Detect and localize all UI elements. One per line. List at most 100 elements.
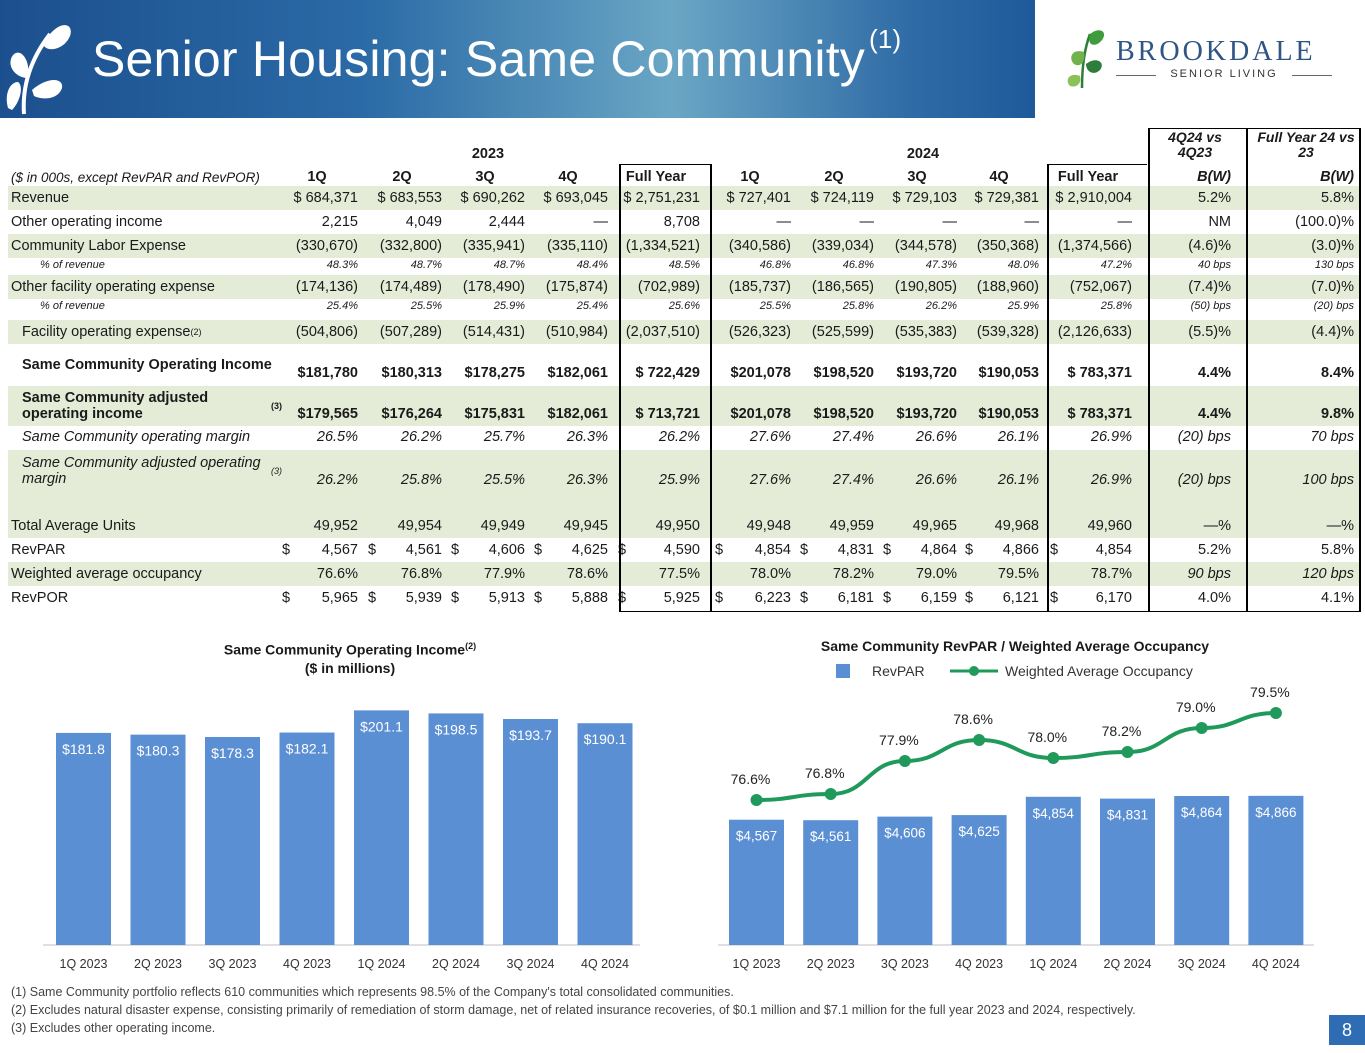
row-value: 26.5% bbox=[316, 429, 358, 445]
row-value: 77.9% bbox=[483, 566, 525, 582]
dollar-sign: $ bbox=[965, 590, 974, 606]
row-value: 4,606 bbox=[488, 542, 525, 558]
row-value: 25.5% bbox=[483, 472, 525, 488]
row-value: 26.2% bbox=[658, 429, 700, 445]
row-value: $198,520 bbox=[813, 406, 874, 422]
row-value: (535,383) bbox=[894, 324, 957, 340]
occupancy-point bbox=[824, 788, 837, 800]
row-value: (178,490) bbox=[462, 279, 525, 295]
row-value: 78.6% bbox=[566, 566, 608, 582]
row-value: 27.4% bbox=[832, 472, 874, 488]
column-header: B(W) bbox=[1320, 169, 1354, 185]
row-label: Same Community Operating Income bbox=[22, 345, 282, 385]
dollar-sign: $ bbox=[965, 542, 974, 558]
row-label-text: RevPAR bbox=[11, 542, 66, 558]
row-value: 47.2% bbox=[1100, 259, 1132, 271]
fy2024-top-line bbox=[1047, 164, 1147, 165]
occupancy-label: 79.5% bbox=[1250, 684, 1290, 700]
operating-income-bar-chart: $181.8 1Q 2023 $180.3 2Q 2023 $178.3 3Q 2023 $… bbox=[43, 710, 640, 971]
table-row: Other operating income 2,215 4,049 2,444 — 8,… bbox=[8, 210, 1361, 234]
row-value: (20) bps bbox=[1313, 300, 1354, 312]
row-value: 47.3% bbox=[925, 259, 957, 271]
row-value: 26.9% bbox=[1090, 429, 1132, 445]
table-row: Same Community adjusted operating margin… bbox=[8, 450, 1361, 492]
row-value: 49,954 bbox=[397, 518, 442, 534]
row-value: 49,965 bbox=[912, 518, 957, 534]
row-value: (7.4)% bbox=[1188, 279, 1231, 295]
cmp-header-year: Full Year 24 vs 23 bbox=[1257, 129, 1355, 160]
occupancy-label: 78.0% bbox=[1027, 729, 1067, 745]
dollar-sign: $ bbox=[451, 590, 460, 606]
bar bbox=[1025, 796, 1081, 945]
year-header-2023: 2023 bbox=[471, 146, 505, 162]
bar-value-label: $181.8 bbox=[62, 741, 105, 757]
row-value: 6,121 bbox=[1002, 590, 1039, 606]
occupancy-point bbox=[1269, 707, 1282, 719]
row-value: $193,720 bbox=[896, 406, 957, 422]
column-header: 3Q bbox=[907, 169, 927, 185]
row-label-text: Same Community adjusted operating margin bbox=[22, 455, 261, 487]
row-value: $190,053 bbox=[978, 406, 1039, 422]
row-value: (174,489) bbox=[379, 279, 442, 295]
row-value: NM bbox=[1208, 214, 1231, 230]
row-value: 120 bps bbox=[1302, 566, 1354, 582]
legend-revpar-swatch bbox=[836, 664, 850, 678]
row-value: $180,313 bbox=[381, 365, 442, 381]
occupancy-label: 76.6% bbox=[731, 771, 771, 787]
row-value: (332,800) bbox=[379, 238, 442, 254]
bar-value-label: $4,864 bbox=[1181, 805, 1223, 820]
row-value: (4.6)% bbox=[1188, 238, 1231, 254]
bar bbox=[503, 719, 558, 945]
occupancy-point bbox=[750, 794, 763, 806]
row-value: $179,565 bbox=[297, 406, 358, 422]
occupancy-label: 77.9% bbox=[879, 732, 919, 748]
row-value: 4,567 bbox=[321, 542, 358, 558]
row-value: 25.4% bbox=[576, 300, 608, 312]
row-value: 25.8% bbox=[400, 472, 442, 488]
x-tick-label: 1Q 2023 bbox=[60, 957, 108, 971]
column-header: B(W) bbox=[1197, 169, 1231, 185]
row-value: (5.5)% bbox=[1188, 324, 1231, 340]
row-value: 78.2% bbox=[832, 566, 874, 582]
row-value: (100.0)% bbox=[1295, 214, 1354, 230]
bar-value-label: $4,866 bbox=[1255, 805, 1296, 820]
row-value: (4.4)% bbox=[1311, 324, 1354, 340]
row-value: (510,984) bbox=[545, 324, 608, 340]
row-value: $176,264 bbox=[381, 406, 442, 422]
row-value: 5,965 bbox=[321, 590, 358, 606]
row-value: 49,948 bbox=[746, 518, 791, 534]
row-value: (1,374,566) bbox=[1057, 238, 1132, 254]
table-row: Community Labor Expense (330,670) (332,800… bbox=[8, 234, 1361, 258]
row-value: $ 727,401 bbox=[726, 190, 791, 206]
row-value: 26.2% bbox=[316, 472, 358, 488]
column-header: 2Q bbox=[392, 169, 412, 185]
brand-subtitle: SENIOR LIVING bbox=[1116, 68, 1332, 80]
table-row: Same Community adjusted operating income… bbox=[8, 386, 1361, 426]
row-value: 49,960 bbox=[1087, 518, 1132, 534]
bar bbox=[877, 816, 933, 945]
year-header-2024: 2024 bbox=[906, 146, 940, 162]
row-value: 130 bps bbox=[1314, 259, 1354, 271]
dollar-sign: $ bbox=[534, 590, 543, 606]
x-tick-label: 4Q 2023 bbox=[283, 957, 331, 971]
table-right-border bbox=[1359, 128, 1361, 611]
row-label: Total Average Units bbox=[11, 514, 281, 538]
legend-occupancy-marker bbox=[969, 666, 979, 676]
row-value: 49,968 bbox=[994, 518, 1039, 534]
brookdale-leaf-icon bbox=[1067, 30, 1105, 89]
table-row: Facility operating expense (2) (504,806)(… bbox=[8, 320, 1361, 344]
row-label-footnote: (2) bbox=[190, 327, 202, 337]
revpar-occupancy-chart: RevPAR Weighted Average Occupancy $4,567 1Q… bbox=[718, 663, 1314, 971]
bar-value-label: $4,567 bbox=[736, 829, 777, 844]
row-value: (514,431) bbox=[462, 324, 525, 340]
row-value: (188,960) bbox=[976, 279, 1039, 295]
dollar-sign: $ bbox=[883, 542, 892, 558]
row-label: % of revenue bbox=[40, 299, 310, 313]
brand-logo: BROOKDALE SENIOR LIVING bbox=[1060, 28, 1350, 98]
row-label-text: Revenue bbox=[11, 190, 70, 206]
bar bbox=[428, 713, 484, 945]
row-label: Facility operating expense (2) bbox=[22, 320, 292, 344]
row-value: $201,078 bbox=[730, 406, 791, 422]
row-value: 4.0% bbox=[1197, 590, 1231, 606]
table-row: Same Community Operating Income $181,780 $… bbox=[8, 345, 1361, 385]
